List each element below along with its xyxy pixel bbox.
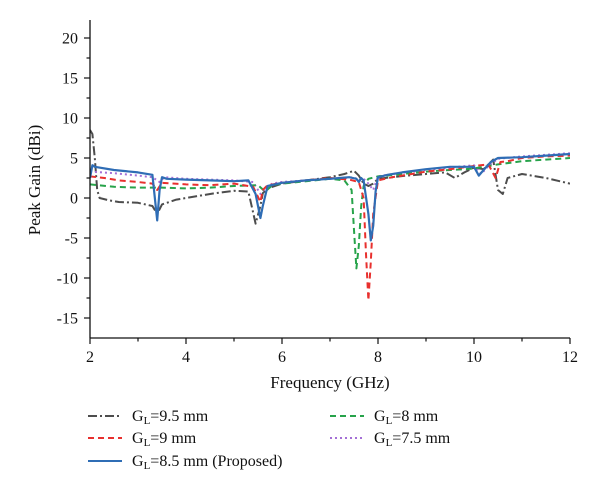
plot-lines bbox=[90, 129, 570, 302]
y-tick-label: 20 bbox=[62, 31, 78, 48]
y-tick-label: -5 bbox=[65, 231, 78, 248]
y-tick-label: -10 bbox=[57, 271, 78, 288]
series-line-0 bbox=[90, 129, 570, 225]
x-tick-label: 12 bbox=[562, 349, 578, 366]
legend-label: GL=9 mm bbox=[132, 430, 197, 449]
legend-label: GL=7.5 mm bbox=[374, 430, 451, 449]
legend-item: GL=8 mm bbox=[330, 408, 439, 427]
legend-item: GL=8.5 mm (Proposed) bbox=[88, 453, 282, 472]
legend: GL=9.5 mm GL=9 mm GL=8.5 mm (Proposed) GL=8… bbox=[88, 408, 451, 472]
legend-item: GL=7.5 mm bbox=[330, 430, 451, 449]
legend-item: GL=9.5 mm bbox=[88, 408, 209, 427]
x-tick-label: 8 bbox=[374, 349, 382, 366]
y-tick-label: -15 bbox=[57, 311, 78, 328]
legend-label: GL=8 mm bbox=[374, 408, 439, 427]
x-tick-label: 6 bbox=[278, 349, 286, 366]
legend-label: GL=8.5 mm (Proposed) bbox=[132, 453, 282, 472]
x-tick-label: 2 bbox=[86, 349, 94, 366]
y-tick-label: 0 bbox=[70, 191, 78, 208]
series-line-4 bbox=[90, 152, 570, 195]
legend-item: GL=9 mm bbox=[88, 430, 197, 449]
x-axis-title: Frequency (GHz) bbox=[270, 373, 389, 392]
y-tick-label: 10 bbox=[62, 111, 78, 128]
x-tick-label: 10 bbox=[466, 349, 482, 366]
series-line-2 bbox=[90, 152, 570, 242]
x-tick-label: 4 bbox=[182, 349, 190, 366]
legend-label: GL=9.5 mm bbox=[132, 408, 209, 427]
y-axis-title: Peak Gain (dBi) bbox=[25, 125, 44, 235]
y-tick-label: 15 bbox=[62, 71, 78, 88]
y-tick-label: 5 bbox=[70, 151, 78, 168]
y-ticks: -15 -10 -5 0 5 10 15 20 bbox=[57, 31, 90, 328]
x-ticks: 2 4 6 8 10 12 bbox=[86, 338, 578, 366]
series-line-3 bbox=[90, 157, 570, 270]
